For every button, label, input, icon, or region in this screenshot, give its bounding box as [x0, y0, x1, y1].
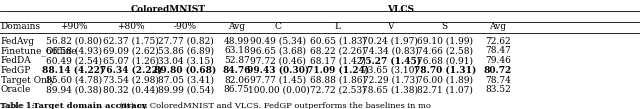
Text: FedGP: FedGP [1, 66, 31, 75]
Text: 60.49 (2.54): 60.49 (2.54) [45, 56, 102, 65]
Text: 89.80 (0.68): 89.80 (0.68) [154, 66, 217, 75]
Text: 99.43 (0.30): 99.43 (0.30) [247, 66, 310, 75]
Text: 66.58 (4.93): 66.58 (4.93) [45, 46, 102, 55]
Text: 89.94 (0.38): 89.94 (0.38) [45, 85, 102, 94]
Text: Oracle: Oracle [1, 85, 31, 94]
Text: 78.47: 78.47 [485, 46, 511, 55]
Text: 56.82 (0.80): 56.82 (0.80) [45, 37, 102, 46]
Text: 53.86 (6.89): 53.86 (6.89) [157, 46, 214, 55]
Text: 68.22 (2.26): 68.22 (2.26) [310, 46, 365, 55]
Text: 63.18: 63.18 [224, 46, 250, 55]
Text: 84.76: 84.76 [223, 66, 251, 75]
Text: 88.14 (4.22): 88.14 (4.22) [42, 66, 105, 75]
Text: Table 1:: Table 1: [0, 102, 36, 109]
Text: Avg: Avg [490, 22, 506, 31]
Text: 69.09 (2.62): 69.09 (2.62) [103, 46, 159, 55]
Text: 72.62: 72.62 [485, 37, 511, 46]
Text: 83.52: 83.52 [485, 85, 511, 94]
Text: 78.65 (1.38): 78.65 (1.38) [362, 85, 419, 94]
Text: 71.09 (1.24): 71.09 (1.24) [307, 66, 369, 75]
Text: 62.37 (1.75): 62.37 (1.75) [103, 37, 159, 46]
Text: 87.05 (3.41): 87.05 (3.41) [157, 76, 214, 84]
Text: 74.66 (2.58): 74.66 (2.58) [417, 46, 473, 55]
Text: Table 1:: Table 1: [1, 102, 38, 109]
Text: ColoredMNIST: ColoredMNIST [131, 5, 205, 14]
Text: (%) on ColoredMNIST and VLCS. FedGP outperforms the baselines in mo: (%) on ColoredMNIST and VLCS. FedGP outp… [118, 102, 431, 109]
Text: 33.04 (3.15): 33.04 (3.15) [157, 56, 214, 65]
Text: 96.65 (3.68): 96.65 (3.68) [250, 46, 307, 55]
Text: 69.10 (1.99): 69.10 (1.99) [417, 37, 473, 46]
Text: V: V [387, 22, 394, 31]
Text: VLCS: VLCS [387, 5, 415, 14]
Text: 76.34 (2.22): 76.34 (2.22) [100, 66, 163, 75]
Text: S: S [442, 22, 448, 31]
Text: 76.00 (1.89): 76.00 (1.89) [417, 76, 473, 84]
Text: 72.29 (1.73): 72.29 (1.73) [363, 76, 418, 84]
Text: FedAvg: FedAvg [1, 37, 35, 46]
Text: 70.24 (1.97): 70.24 (1.97) [362, 37, 419, 46]
Text: 78.70 (1.31): 78.70 (1.31) [413, 66, 476, 75]
Text: Target domain accuracy: Target domain accuracy [33, 102, 147, 109]
Text: 48.99: 48.99 [224, 37, 250, 46]
Text: 76.68 (0.91): 76.68 (0.91) [417, 56, 473, 65]
Text: 68.17 (1.42): 68.17 (1.42) [310, 56, 366, 65]
Text: 68.88 (1.86): 68.88 (1.86) [310, 76, 366, 84]
Text: Target Only: Target Only [1, 76, 54, 84]
Text: 78.74: 78.74 [485, 76, 511, 84]
Text: 74.34 (0.83): 74.34 (0.83) [362, 46, 419, 55]
Text: 80.32 (0.44): 80.32 (0.44) [103, 85, 159, 94]
Text: 79.46: 79.46 [485, 56, 511, 65]
Text: 65.07 (1.26): 65.07 (1.26) [103, 56, 159, 65]
Text: Avg: Avg [228, 22, 245, 31]
Text: 72.72 (2.53): 72.72 (2.53) [310, 85, 365, 94]
Text: 100.00 (0.00): 100.00 (0.00) [248, 85, 309, 94]
Text: 86.75: 86.75 [224, 85, 250, 94]
Text: 97.77 (1.45): 97.77 (1.45) [250, 76, 307, 84]
Text: +80%: +80% [117, 22, 145, 31]
Text: 89.99 (0.54): 89.99 (0.54) [157, 85, 214, 94]
Text: +90%: +90% [60, 22, 88, 31]
Text: 85.60 (4.78): 85.60 (4.78) [45, 76, 102, 84]
Text: FedDA: FedDA [1, 56, 31, 65]
Text: 97.72 (0.46): 97.72 (0.46) [250, 56, 307, 65]
Text: 82.71 (1.07): 82.71 (1.07) [417, 85, 473, 94]
Text: Finetune_Offline: Finetune_Offline [1, 46, 77, 56]
Text: 75.27 (1.45): 75.27 (1.45) [360, 56, 421, 65]
Text: C: C [275, 22, 282, 31]
Text: 60.65 (1.83): 60.65 (1.83) [310, 37, 366, 46]
Text: 80.72: 80.72 [484, 66, 512, 75]
Text: 27.77 (0.82): 27.77 (0.82) [157, 37, 214, 46]
Text: 73.65 (3.10): 73.65 (3.10) [362, 66, 419, 75]
Text: -90%: -90% [174, 22, 197, 31]
Text: Domains: Domains [1, 22, 41, 31]
Text: 90.49 (5.34): 90.49 (5.34) [250, 37, 307, 46]
Text: 52.87: 52.87 [224, 56, 250, 65]
Text: 82.06: 82.06 [224, 76, 250, 84]
Text: 73.54 (2.98): 73.54 (2.98) [103, 76, 159, 84]
Text: L: L [335, 22, 341, 31]
